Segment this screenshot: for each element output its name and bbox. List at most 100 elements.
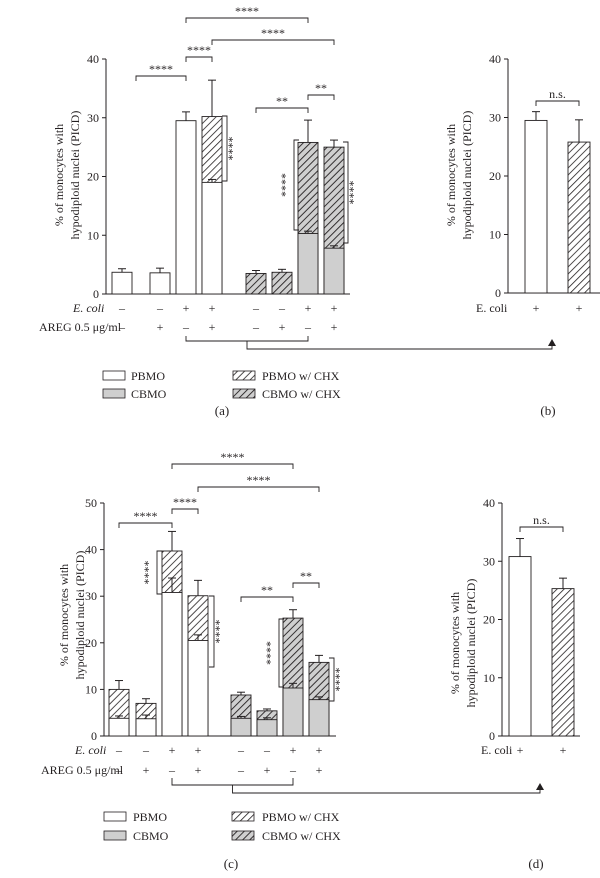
panel-a-areg-sign: – [252, 320, 260, 334]
panel-a-ylabel-line2: hypodiploid nuclei (PICD) [68, 111, 82, 240]
panel-a-sig-pb-ecoli-label: **** [149, 62, 173, 76]
panel-a-bar-chx [245, 272, 267, 295]
panel-c-sig-pb-chx-areg-label: **** [212, 620, 226, 644]
panel-a-ecoli-sign: – [252, 301, 260, 315]
panel-d-bars [508, 538, 575, 737]
panel-b-ylabel-line1: % of monocytes with [444, 124, 458, 226]
legend-a-pbmo-label: PBMO [131, 369, 165, 383]
panel-c-tick-label: 20 [85, 636, 97, 650]
panel-a-tick-label: 40 [87, 52, 99, 66]
panel-d-bar [551, 588, 575, 737]
legend-c-cbmo-chx-label: CBMO w/ CHX [262, 829, 341, 843]
panel-b-significance: n.s. [535, 87, 580, 106]
panel-c-sig-cb-ecoli [240, 596, 294, 602]
panel-b-sign-1: + [533, 301, 540, 315]
panel-c-ecoli-label: E. coli [74, 743, 106, 757]
legend-a-pbmo-chx-label: PBMO w/ CHX [262, 369, 340, 383]
panel-c-areg-sign: – [289, 763, 297, 777]
panel-a-conditions: – – – + + – + + – – – + + – + + [118, 301, 556, 350]
panel-c-areg-sign: + [143, 763, 150, 777]
panel-a-bar-base [111, 271, 133, 295]
panel-c-conditions: – – – + + – + + – – – + + – + + [115, 743, 544, 794]
panel-a-group-bracket [185, 336, 309, 342]
panel-a-ecoli-sign: + [209, 301, 216, 315]
panel-a: % of monocytes with hypodiploid nuclei (… [39, 4, 556, 418]
panel-c-bars [108, 530, 330, 737]
panel-c-ecoli-sign: + [169, 743, 176, 757]
legend-c-pbmo-swatch [103, 811, 127, 822]
panel-c-areg-sign: + [195, 763, 202, 777]
panel-a-sig-pb-chx [222, 115, 228, 182]
panel-a-tick-label: 10 [87, 228, 99, 242]
panel-c: % of monocytes with hypodiploid nuclei (… [41, 450, 544, 871]
panel-a-sig-cb-chx-areg [343, 141, 349, 244]
legend-a-cbmo-label: CBMO [131, 387, 167, 401]
panel-a-sig-pb-ecoli [135, 75, 187, 81]
panel-c-bar-base [282, 687, 304, 737]
panel-d-ylabel-line1: % of monocytes with [448, 592, 462, 694]
legend-a-pbmo-chx-swatch [232, 370, 256, 381]
panel-d-bar [508, 556, 532, 737]
panel-a-areg-sign: + [209, 320, 216, 334]
panel-c-sig-cb-chx-areg-label: **** [332, 668, 346, 692]
panel-c-bar-base [161, 592, 183, 737]
panel-d-tick-label: 20 [483, 613, 495, 627]
panel-c-sig-cb-chx-areg [329, 657, 335, 702]
panel-b-bar [567, 141, 591, 294]
panel-c-group-bracket [171, 778, 294, 786]
panel-c-sig-pb-ecoli [118, 522, 173, 528]
panel-b-tick-label: 10 [489, 228, 501, 242]
panel-a-sig-ecoli-pb-cb-label: **** [235, 4, 259, 18]
panel-a-ecoli-sign: – [156, 301, 164, 315]
panel-c-tick-label: 10 [85, 682, 97, 696]
panel-a-bar-base [201, 181, 223, 295]
panel-c-tick-label: 30 [85, 589, 97, 603]
panel-a-sig-cb-areg-label: ** [315, 81, 327, 95]
panel-d-tick-label: 30 [483, 554, 495, 568]
panel-d-tick-label: 40 [483, 496, 495, 510]
panel-a-ecoli-sign: + [331, 301, 338, 315]
panel-b-ns [535, 100, 580, 106]
panel-c-bar-base [308, 699, 330, 737]
panel-c-arrow-line [232, 785, 541, 794]
panel-a-bar-chx [271, 271, 293, 295]
panel-c-sig-cb-chx-label: **** [263, 641, 277, 665]
panel-c-areg-sign: + [264, 763, 271, 777]
panel-c-areg-label: AREG 0.5 μg/ml [41, 763, 124, 777]
panel-c-sig-ecoli-pb-cb [171, 463, 294, 469]
panel-a-yaxis: 0 10 20 30 40 [87, 52, 350, 301]
panel-c-sig-cb-chx [278, 618, 284, 688]
panel-c-sig-cb-areg [292, 582, 320, 588]
panel-a-sig-ecoli-pb-cb [185, 17, 309, 23]
panel-c-sig-ecoli-pb-cb-label: **** [221, 450, 245, 464]
panel-d-ecoli-label: E. coli [481, 743, 513, 757]
panel-a-sig-pb-areg-label: **** [187, 43, 211, 57]
panel-d-ns [519, 526, 564, 532]
panel-a-areg-sign: – [182, 320, 190, 334]
legend-c-cbmo-chx-swatch [231, 830, 255, 841]
legend-c-pbmo-chx-label: PBMO w/ CHX [262, 810, 340, 824]
panel-d-tick-label: 10 [483, 671, 495, 685]
panel-a-areg-sign: + [279, 320, 286, 334]
panel-a-areg-label: AREG 0.5 μg/ml [39, 320, 122, 334]
legend-a-cbmo-swatch [102, 388, 126, 399]
panel-c-sig-areg-pb-cb [197, 486, 320, 492]
panel-a-tick-label: 30 [87, 111, 99, 125]
panel-a-bars [111, 79, 345, 295]
panel-a-ecoli-label: E. coli [72, 301, 104, 315]
panel-b-tick-label: 0 [495, 286, 501, 300]
panel-b-tick-label: 20 [489, 169, 501, 183]
panel-a-sig-areg-pb-cb [211, 39, 335, 45]
panel-a-sig-cb-ecoli [255, 107, 309, 113]
panel-d-significance: n.s. [519, 513, 564, 532]
panel-c-ecoli-sign: – [115, 743, 123, 757]
panel-c-bar-base [187, 640, 209, 737]
panel-c-sig-pb-chx [156, 550, 162, 595]
panel-c-letter: (c) [224, 856, 238, 871]
panel-c-sig-pb-areg-label: **** [173, 495, 197, 509]
panel-a-ecoli-sign: + [305, 301, 312, 315]
panel-a-sig-cb-ecoli-label: ** [276, 94, 288, 108]
panel-c-arrowhead [536, 783, 544, 790]
panel-b-tick-label: 40 [489, 52, 501, 66]
panel-c-ecoli-sign: + [195, 743, 202, 757]
